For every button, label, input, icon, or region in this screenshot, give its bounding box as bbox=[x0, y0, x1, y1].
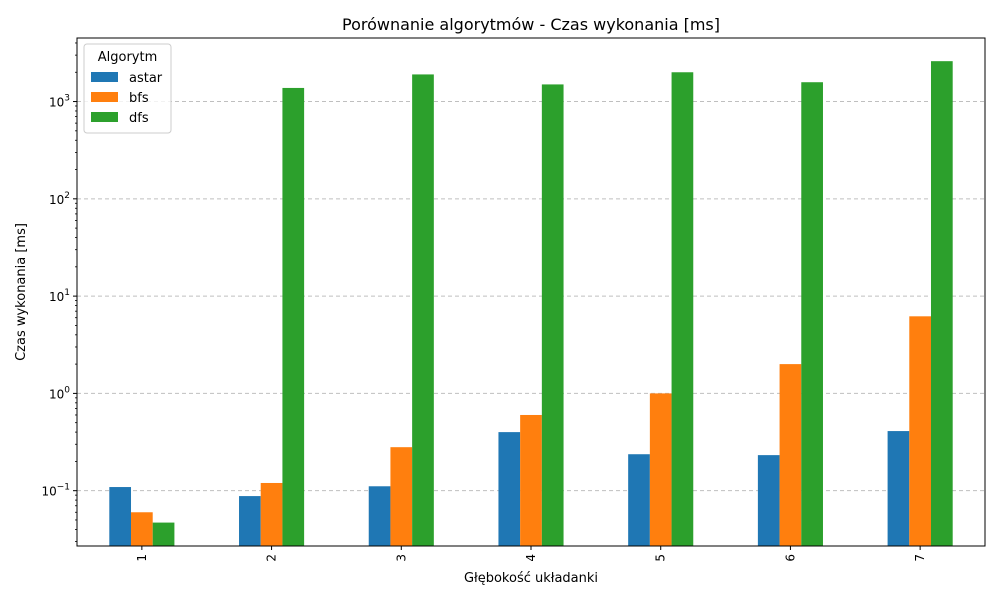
bar-dfs-6 bbox=[801, 82, 823, 546]
bar-bfs-4 bbox=[520, 414, 542, 546]
bar-dfs-4 bbox=[541, 84, 564, 547]
x-tick-label: 7 bbox=[913, 554, 927, 562]
legend-swatch-astar bbox=[91, 72, 118, 82]
y-tick-exponent: 1 bbox=[64, 288, 70, 298]
y-tick-label: 103 bbox=[49, 94, 70, 110]
legend: Algorytm astar bfs dfs bbox=[83, 43, 172, 134]
bar-bfs-2 bbox=[260, 482, 283, 546]
bar-astar-1 bbox=[109, 487, 132, 546]
x-tick-label: 6 bbox=[783, 554, 797, 562]
legend-label-astar: astar bbox=[129, 71, 163, 86]
bar-astar-7 bbox=[887, 431, 910, 546]
bar-dfs-3 bbox=[412, 74, 434, 546]
legend-label-dfs: dfs bbox=[129, 111, 149, 126]
x-tick-label: 2 bbox=[265, 554, 279, 562]
grid-lines bbox=[77, 101, 985, 492]
bar-bfs-7 bbox=[909, 316, 931, 546]
x-tick-label: 4 bbox=[524, 554, 538, 562]
y-tick-label: 101 bbox=[49, 288, 70, 304]
y-tick-exponent: 2 bbox=[64, 191, 70, 201]
y-tick-label: 102 bbox=[49, 191, 70, 207]
y-tick-base: 10 bbox=[49, 193, 64, 207]
bars bbox=[109, 61, 953, 547]
bar-astar-6 bbox=[757, 455, 780, 546]
y-tick-label: 10−1 bbox=[41, 483, 70, 499]
bar-bfs-5 bbox=[649, 393, 672, 546]
legend-box bbox=[83, 43, 172, 134]
x-axis-ticks: 1 2 3 4 5 6 7 bbox=[135, 546, 927, 562]
x-tick-label: 1 bbox=[135, 554, 149, 562]
legend-title: Algorytm bbox=[98, 50, 158, 65]
chart-title: Porównanie algorytmów - Czas wykonania [… bbox=[342, 15, 720, 34]
bar-dfs-5 bbox=[671, 72, 694, 546]
x-tick-label: 3 bbox=[394, 554, 408, 562]
x-axis-label: Głębokość układanki bbox=[464, 571, 598, 586]
x-tick-label: 5 bbox=[654, 554, 668, 562]
legend-swatch-bfs bbox=[91, 92, 118, 102]
bar-astar-4 bbox=[498, 432, 521, 546]
bar-bfs-6 bbox=[779, 364, 802, 546]
bar-astar-2 bbox=[239, 496, 261, 546]
bar-astar-3 bbox=[368, 486, 391, 546]
bar-dfs-2 bbox=[282, 87, 305, 546]
legend-label-bfs: bfs bbox=[129, 91, 149, 106]
y-tick-base: 10 bbox=[49, 96, 64, 110]
y-tick-base: 10 bbox=[49, 290, 64, 304]
bar-dfs-7 bbox=[930, 61, 953, 546]
y-axis-label: Czas wykonania [ms] bbox=[14, 223, 29, 361]
y-tick-exponent: 0 bbox=[64, 385, 70, 395]
y-tick-base: 10 bbox=[41, 485, 56, 499]
bar-dfs-1 bbox=[152, 522, 175, 546]
y-tick-exponent: 3 bbox=[64, 94, 70, 104]
legend-swatch-dfs bbox=[91, 112, 118, 122]
bar-astar-5 bbox=[628, 454, 650, 546]
bar-bfs-3 bbox=[390, 447, 413, 546]
y-tick-exponent: −1 bbox=[57, 483, 70, 493]
bar-bfs-1 bbox=[131, 512, 153, 546]
y-tick-base: 10 bbox=[49, 387, 64, 401]
y-tick-label: 100 bbox=[49, 385, 70, 401]
